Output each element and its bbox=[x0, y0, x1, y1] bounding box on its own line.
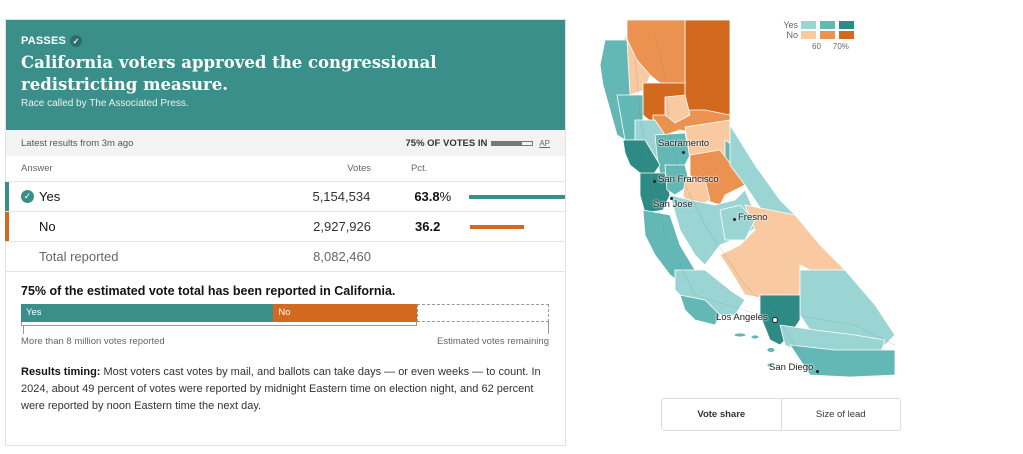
answer-yes: Yes bbox=[39, 189, 61, 204]
legend-no-label: No bbox=[786, 30, 798, 40]
answer-cell: ✓ Yes bbox=[6, 189, 280, 204]
city-marker bbox=[733, 218, 736, 221]
reported-label: More than 8 million votes reported bbox=[21, 336, 165, 347]
table-header: Answer Votes Pct. bbox=[6, 156, 565, 182]
county-region-bay bbox=[639, 172, 671, 214]
timing-label: Results timing: bbox=[21, 366, 101, 378]
header-pct: Pct. bbox=[411, 163, 428, 174]
header-votes: Votes bbox=[347, 163, 371, 174]
results-card: PASSES ✓ California voters approved the … bbox=[5, 19, 566, 446]
answer-cell: Total reported bbox=[6, 249, 281, 264]
reported-tick bbox=[23, 326, 24, 334]
city-label-san-jose: San Jose bbox=[653, 199, 693, 210]
city-marker bbox=[653, 180, 656, 183]
legend-no-swatch bbox=[839, 31, 854, 39]
highway-line bbox=[654, 34, 806, 361]
share-bar-no bbox=[470, 224, 525, 229]
yes-accent-bar bbox=[5, 182, 9, 211]
legend-tick-60: 60 bbox=[812, 42, 821, 51]
race-called-note: Race called by The Associated Press. bbox=[21, 98, 189, 109]
answer-no: No bbox=[39, 219, 56, 234]
winner-check-icon: ✓ bbox=[21, 190, 34, 203]
votes-in-label: 75% OF VOTES IN bbox=[405, 137, 488, 149]
check-icon: ✓ bbox=[70, 35, 83, 47]
status-line: PASSES ✓ bbox=[21, 35, 550, 47]
county-region-sd-imperial bbox=[789, 344, 896, 378]
map-view-toggle: Vote share Size of lead bbox=[661, 398, 901, 431]
table-row-total: Total reported 8,082,460 bbox=[6, 242, 565, 272]
votes-yes: 5,154,534 bbox=[312, 189, 371, 204]
island bbox=[750, 334, 760, 340]
legend-yes-label: Yes bbox=[783, 20, 798, 30]
results-meta: Latest results from 3m ago 75% OF VOTES … bbox=[6, 130, 565, 156]
size-of-lead-button[interactable]: Size of lead bbox=[780, 399, 901, 430]
votes-in-indicator: 75% OF VOTES IN AP bbox=[406, 138, 551, 149]
legend-ticks: 60 70% bbox=[780, 42, 855, 51]
county-region-tulare bbox=[719, 204, 756, 241]
remaining-tick bbox=[548, 322, 549, 334]
city-marker bbox=[816, 370, 819, 373]
estimate-remaining-segment bbox=[417, 304, 549, 322]
share-bar-yes bbox=[469, 194, 566, 199]
island bbox=[766, 347, 776, 353]
pct-sign: % bbox=[439, 189, 452, 204]
city-label-los-angeles: Los Angeles bbox=[716, 312, 768, 323]
legend-no-row: No bbox=[780, 30, 855, 40]
city-label-san-diego: San Diego bbox=[769, 362, 814, 373]
estimate-no-segment: No bbox=[273, 304, 417, 322]
latest-results-time: Latest results from 3m ago bbox=[21, 137, 134, 149]
total-label: Total reported bbox=[39, 249, 119, 264]
no-accent-bar bbox=[5, 212, 9, 241]
county-region-sb-coast bbox=[679, 294, 721, 326]
votes-in-progress-bar bbox=[491, 140, 534, 146]
legend-no-swatch bbox=[801, 31, 816, 39]
legend-yes-swatch bbox=[839, 21, 854, 29]
legend-yes-swatch bbox=[801, 21, 816, 29]
legend-tick-70: 70% bbox=[832, 42, 849, 51]
vote-share-button[interactable]: Vote share bbox=[697, 409, 746, 420]
legend-yes-row: Yes bbox=[780, 20, 855, 30]
island bbox=[766, 362, 774, 368]
island bbox=[733, 332, 747, 338]
table-row-yes: ✓ Yes 5,154,534 63.8% bbox=[5, 182, 566, 212]
table-row-no: No 2,927,926 36.2 bbox=[5, 212, 565, 242]
legend-yes-swatch bbox=[820, 21, 835, 29]
pct-yes-value: 63.8 bbox=[414, 189, 440, 204]
reported-bracket bbox=[21, 322, 417, 326]
city-marker bbox=[670, 197, 673, 200]
votes-no: 2,927,926 bbox=[313, 219, 371, 234]
pct-no-value: 36.2 bbox=[415, 219, 441, 234]
pct-yes: 63.8% bbox=[370, 189, 469, 204]
total-votes: 8,082,460 bbox=[313, 249, 371, 264]
headline: California voters approved the congressi… bbox=[21, 53, 437, 94]
ap-source-link[interactable]: AP bbox=[539, 138, 550, 148]
county-region-san-bernardino bbox=[799, 269, 896, 346]
legend-no-swatch bbox=[820, 31, 835, 39]
pct-no: 36.2 bbox=[371, 219, 470, 234]
county-region-nc-light bbox=[664, 94, 691, 124]
result-banner: PASSES ✓ California voters approved the … bbox=[6, 20, 565, 130]
estimate-labels: More than 8 million votes reported Estim… bbox=[21, 322, 549, 348]
header-answer: Answer bbox=[21, 163, 53, 174]
timing-text: Most voters cast votes by mail, and ball… bbox=[21, 366, 541, 412]
remaining-label: Estimated votes remaining bbox=[437, 336, 549, 347]
estimate-stacked-bar: Yes No bbox=[21, 304, 549, 326]
city-marker bbox=[682, 151, 685, 154]
estimate-yes-segment: Yes bbox=[21, 304, 274, 322]
city-label-sacramento: Sacramento bbox=[658, 138, 710, 149]
city-marker-major bbox=[772, 317, 778, 323]
city-label-san-francisco: San Francisco bbox=[658, 174, 719, 185]
answer-cell: No bbox=[6, 219, 281, 234]
results-timing-note: Results timing: Most voters cast votes b… bbox=[6, 348, 565, 415]
highway-line bbox=[634, 54, 761, 316]
highway-line bbox=[794, 314, 896, 346]
california-county-map[interactable] bbox=[595, 15, 925, 385]
status-label: PASSES bbox=[21, 35, 67, 47]
city-label-fresno: Fresno bbox=[738, 212, 768, 223]
map-legend: Yes No 60 70% bbox=[780, 20, 855, 51]
votes-in-progress-fill bbox=[492, 141, 523, 145]
estimate-title: 75% of the estimated vote total has been… bbox=[21, 284, 396, 298]
estimated-vote-section: 75% of the estimated vote total has been… bbox=[6, 272, 565, 348]
